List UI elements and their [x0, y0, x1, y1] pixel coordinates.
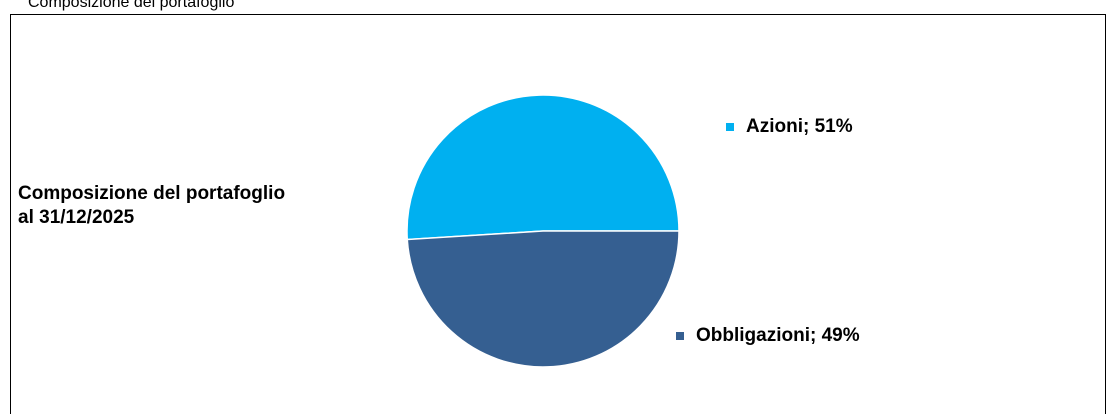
pie-slice-azioni	[406, 94, 680, 241]
legend-swatch-obbligazioni	[676, 332, 684, 340]
legend-item-obbligazioni: Obbligazioni; 49%	[676, 325, 860, 347]
legend-label-azioni: Azioni; 51%	[746, 116, 853, 137]
top-caption: Composizione del portafoglio	[28, 0, 235, 11]
chart-title-line-1: Composizione del portafoglio	[18, 183, 286, 204]
legend-item-azioni: Azioni; 51%	[726, 116, 853, 138]
chart-title: Composizione del portafoglio al 31/12/20…	[18, 182, 285, 230]
legend-label-obbligazioni: Obbligazioni; 49%	[696, 325, 860, 346]
legend-swatch-azioni	[726, 123, 734, 131]
chart-title-line-2: al 31/12/2025	[18, 207, 135, 228]
chart-frame	[10, 14, 1106, 414]
pie-slice-obbligazioni	[406, 230, 680, 368]
